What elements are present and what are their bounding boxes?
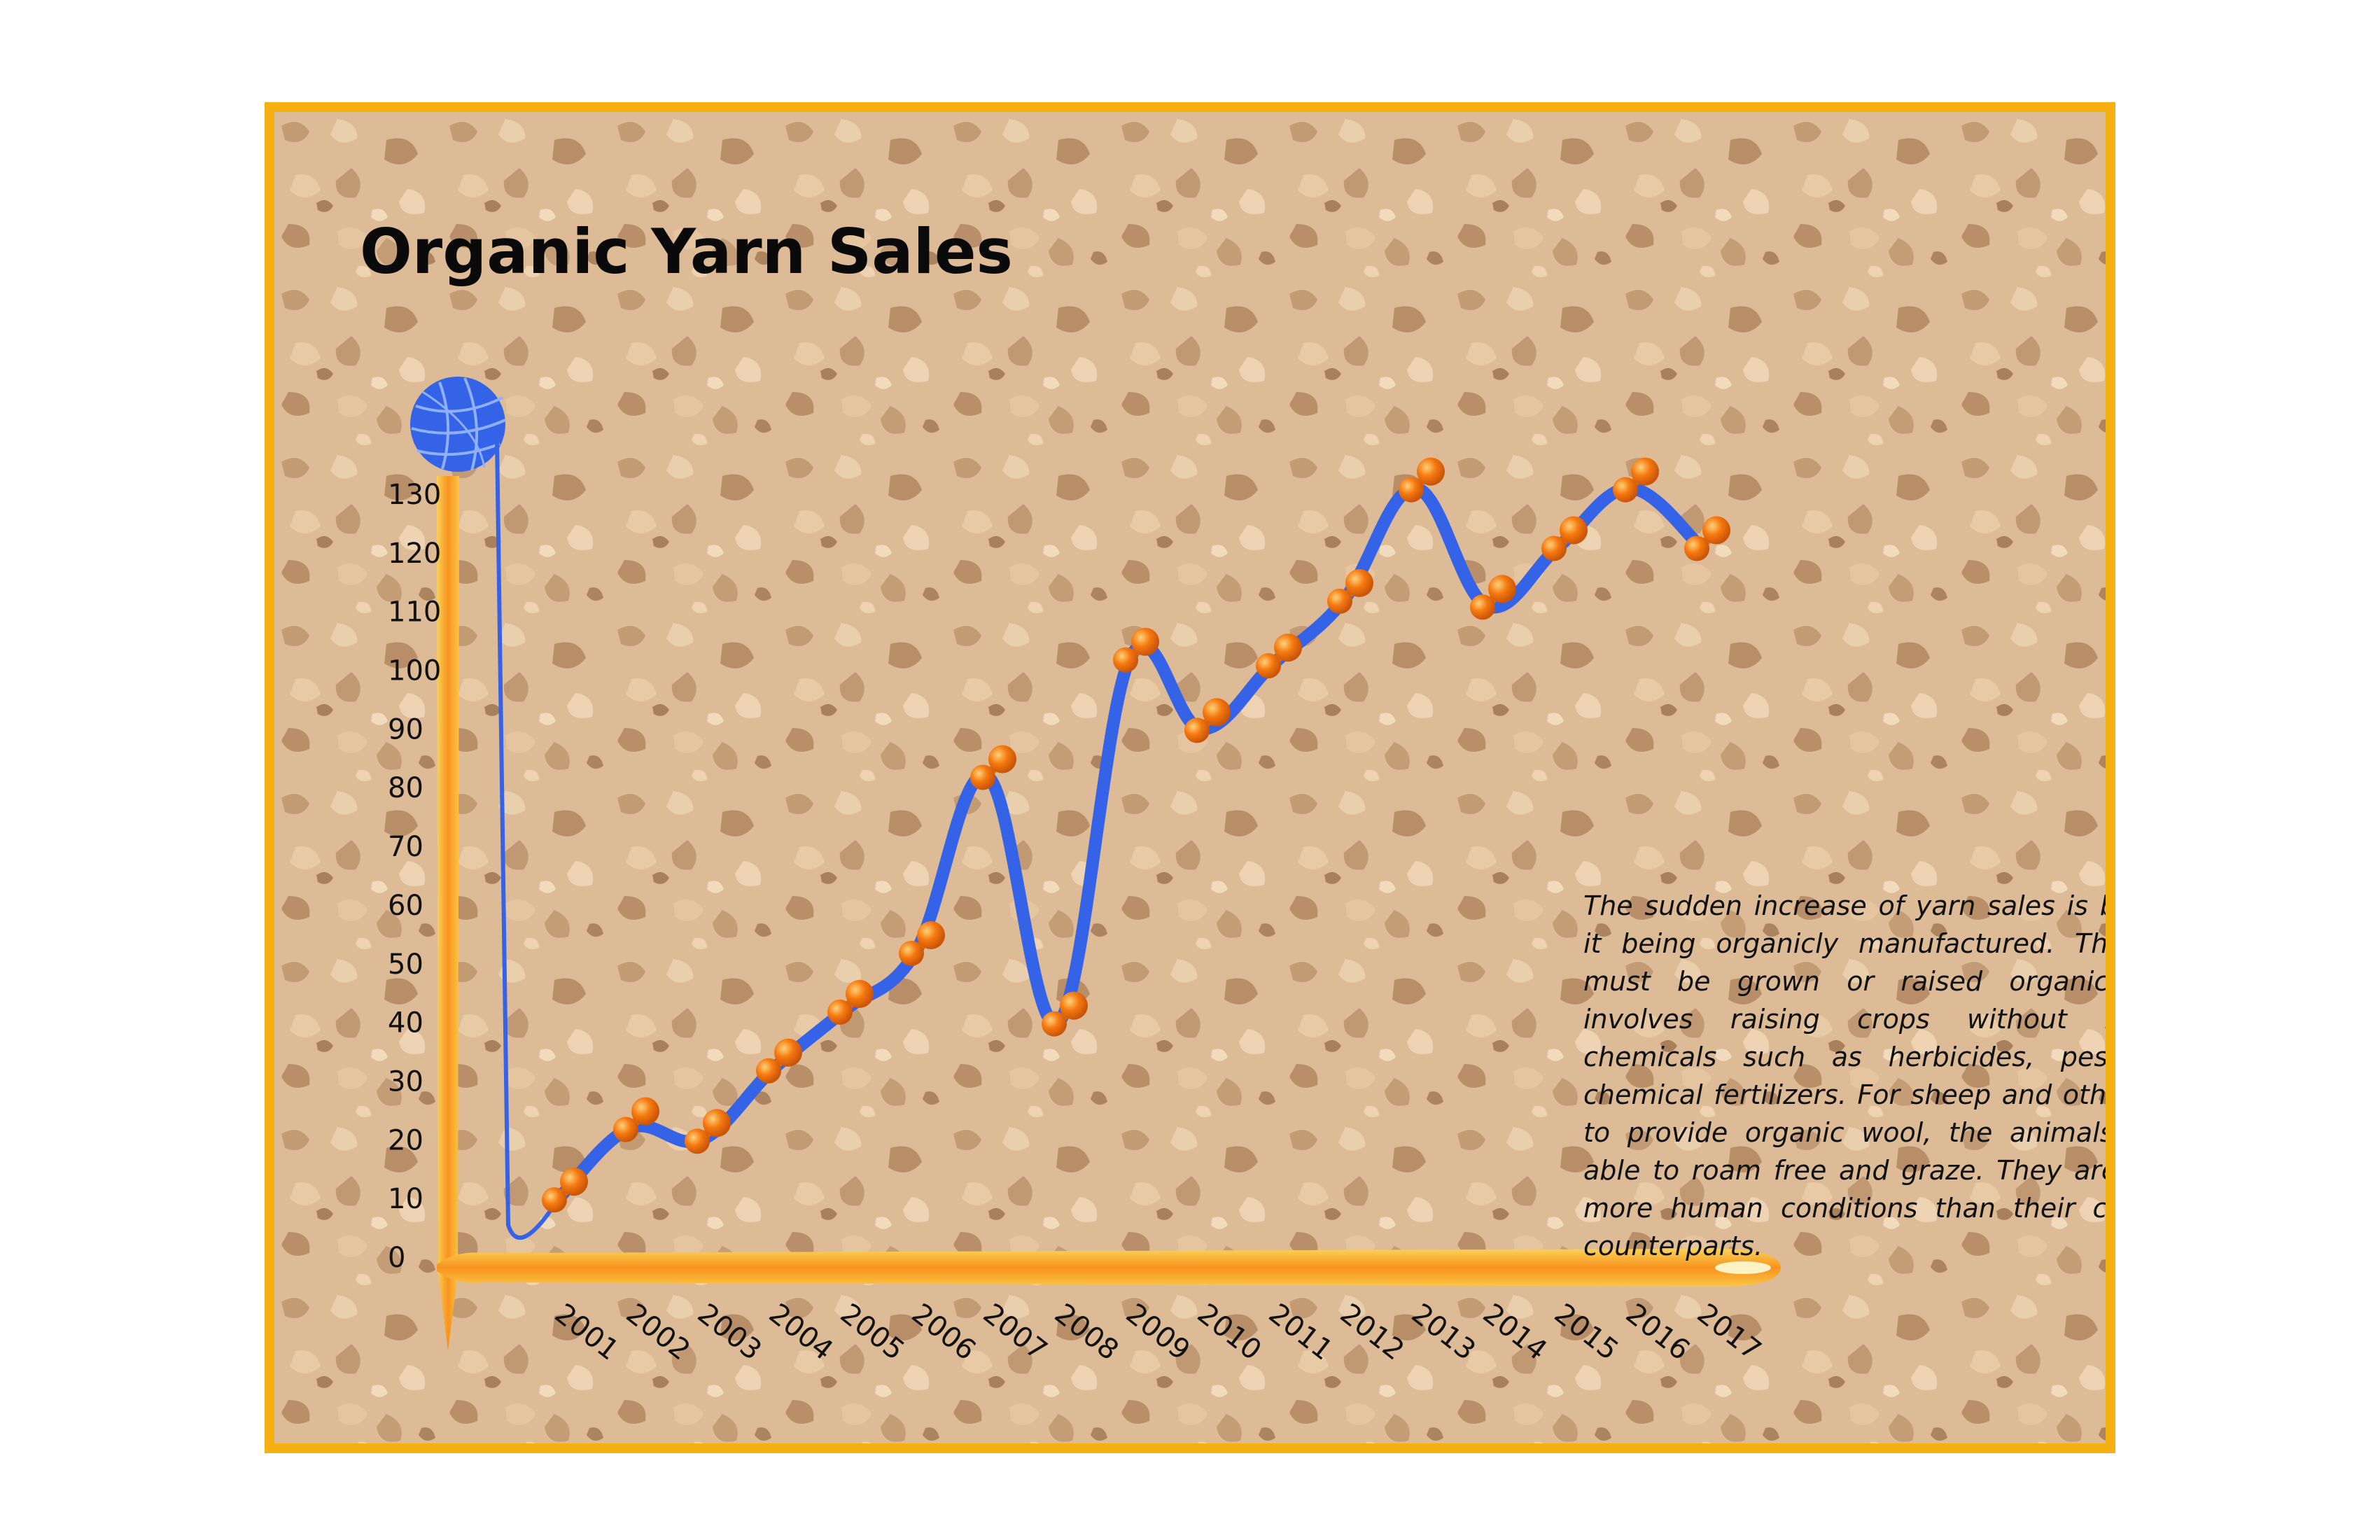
data-point <box>1613 457 1659 503</box>
data-point <box>756 1038 802 1084</box>
data-point <box>1327 568 1373 614</box>
data-point <box>1684 516 1730 561</box>
data-markers <box>542 457 1730 1213</box>
y-tick-label: 120 <box>388 538 441 570</box>
data-point <box>1470 575 1516 620</box>
data-point <box>1042 991 1088 1037</box>
y-tick-label: 130 <box>388 479 441 511</box>
y-tick-label: 90 <box>388 713 424 746</box>
data-point <box>1113 627 1159 673</box>
y-tick-label: 110 <box>388 596 441 629</box>
data-point <box>1184 698 1231 743</box>
y-tick-label: 0 <box>388 1242 405 1274</box>
plot-background <box>274 112 2106 1443</box>
y-tick-label: 10 <box>388 1183 424 1215</box>
data-point <box>685 1109 731 1154</box>
y-tick-label: 30 <box>388 1065 424 1098</box>
chart-frame: Organic Yarn Sales 0 10 20 30 40 50 60 70 80 90 10… <box>265 102 2115 1453</box>
annotation-text: The sudden increase of yarn sales is bec… <box>1583 890 2115 1261</box>
chart-title: Organic Yarn Sales <box>360 216 1013 288</box>
y-tick-label: 50 <box>388 948 424 981</box>
data-point <box>542 1168 588 1213</box>
y-tick-label: 60 <box>388 890 424 922</box>
yarn-thread <box>495 440 561 1240</box>
data-point <box>1541 516 1588 561</box>
y-tick-label: 100 <box>388 655 441 687</box>
data-point <box>827 979 874 1025</box>
yarn-ball-icon <box>410 377 506 472</box>
y-tick-label: 20 <box>388 1124 424 1156</box>
data-point <box>613 1097 659 1142</box>
needle-eye <box>1715 1261 1771 1274</box>
data-point <box>899 921 945 966</box>
y-tick-label: 80 <box>388 772 424 804</box>
y-ticks: 0 10 20 30 40 50 60 70 80 90 100 110 120 130 <box>388 479 441 1274</box>
chart-svg: Organic Yarn Sales 0 10 20 30 40 50 60 70 80 90 10… <box>274 112 2106 1443</box>
data-point <box>970 745 1016 790</box>
x-axis <box>437 1249 1781 1287</box>
y-tick-label: 70 <box>388 831 424 863</box>
y-tick-label: 40 <box>388 1007 424 1040</box>
y-axis <box>437 476 459 1351</box>
data-point <box>1399 457 1445 503</box>
data-point <box>1256 634 1302 679</box>
